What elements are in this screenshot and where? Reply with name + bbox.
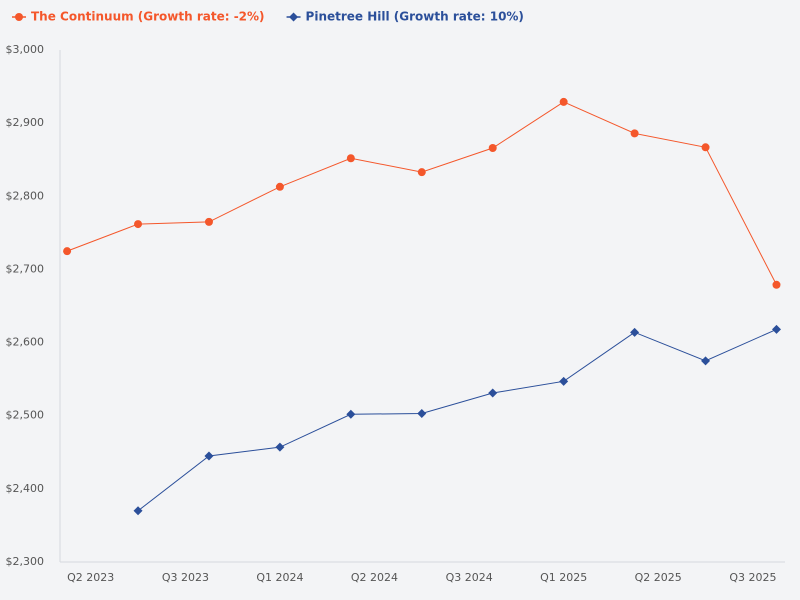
point	[275, 182, 284, 191]
legend-marker	[15, 13, 23, 21]
x-tick-label: Q2 2023	[67, 571, 114, 584]
point	[133, 506, 143, 516]
legend-label: The Continuum (Growth rate: -2%)	[31, 10, 265, 24]
point	[488, 388, 498, 398]
point	[701, 143, 710, 152]
point	[559, 97, 568, 106]
x-tick-label: Q2 2024	[351, 571, 398, 584]
y-tick-label: $2,800	[6, 189, 45, 202]
point	[275, 442, 285, 452]
y-tick-label: $2,700	[6, 262, 45, 275]
x-tick-label: Q3 2024	[446, 571, 493, 584]
y-tick-label: $2,300	[6, 555, 45, 568]
x-tick-label: Q3 2025	[729, 571, 776, 584]
point	[771, 324, 781, 334]
point	[63, 247, 72, 256]
y-tick-label: $2,400	[6, 482, 45, 495]
y-tick-label: $2,600	[6, 336, 45, 349]
point	[488, 144, 497, 153]
point	[772, 280, 781, 289]
y-tick-label: $2,500	[6, 409, 45, 422]
y-tick-label: $3,000	[6, 43, 45, 56]
x-tick-label: Q2 2025	[635, 571, 682, 584]
point	[417, 168, 426, 177]
legend-label: Pinetree Hill (Growth rate: 10%)	[306, 10, 524, 24]
point	[346, 409, 356, 419]
y-tick-label: $2,900	[6, 116, 45, 129]
x-tick-label: Q3 2023	[162, 571, 209, 584]
x-tick-label: Q1 2024	[256, 571, 303, 584]
x-tick-label: Q1 2025	[540, 571, 587, 584]
point	[701, 356, 711, 366]
point	[204, 451, 214, 461]
point	[417, 409, 427, 419]
point	[559, 376, 569, 386]
point	[630, 129, 639, 138]
point	[204, 217, 213, 226]
point	[134, 220, 143, 229]
point	[346, 154, 355, 163]
point	[630, 327, 640, 337]
series-line	[137, 328, 777, 512]
legend-marker	[289, 12, 299, 22]
